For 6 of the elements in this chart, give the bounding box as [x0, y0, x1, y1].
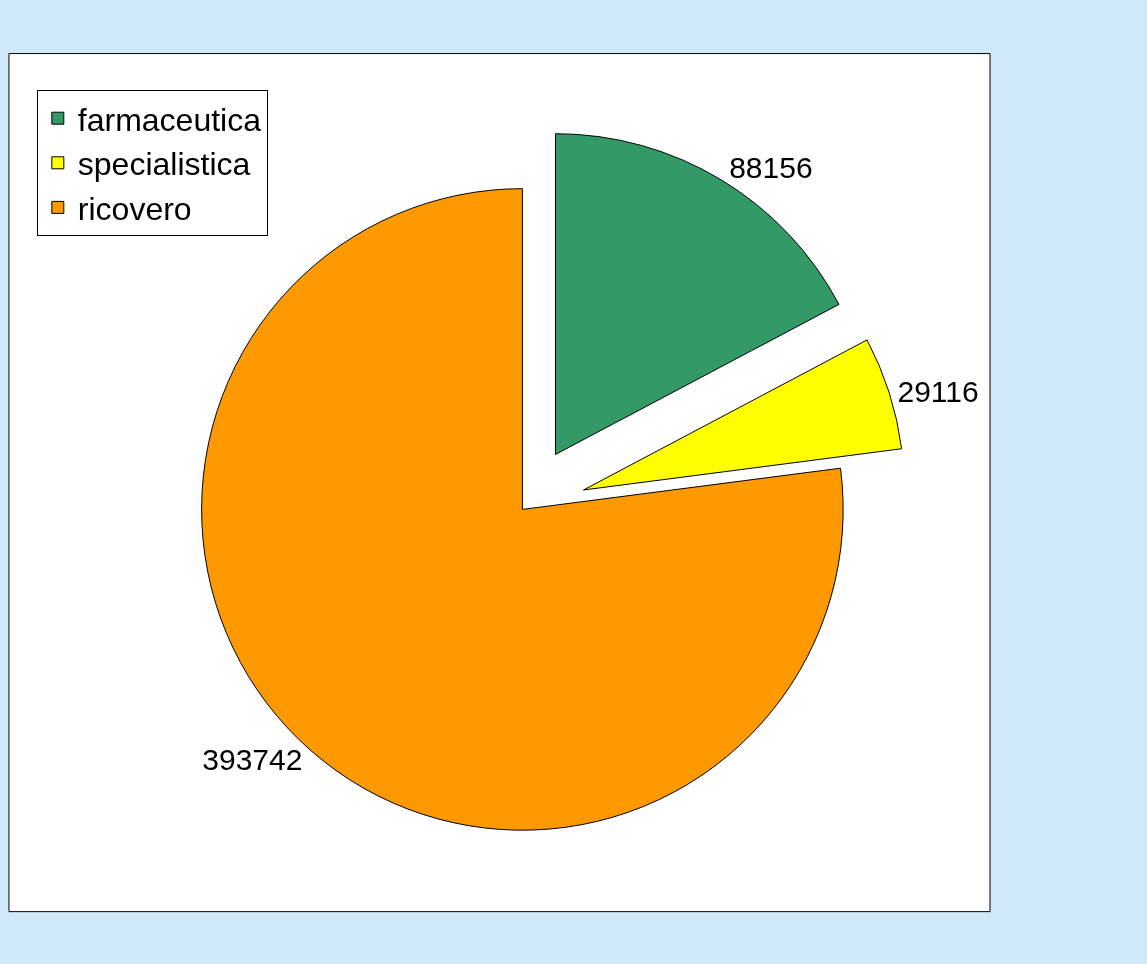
legend-label: specialistica [77, 146, 251, 183]
legend-label: ricovero [77, 190, 192, 227]
data-label: 29116 [897, 374, 979, 408]
data-label: 88156 [729, 151, 813, 185]
data-label: 393742 [202, 743, 303, 777]
legend-label: farmaceutica [77, 101, 262, 138]
